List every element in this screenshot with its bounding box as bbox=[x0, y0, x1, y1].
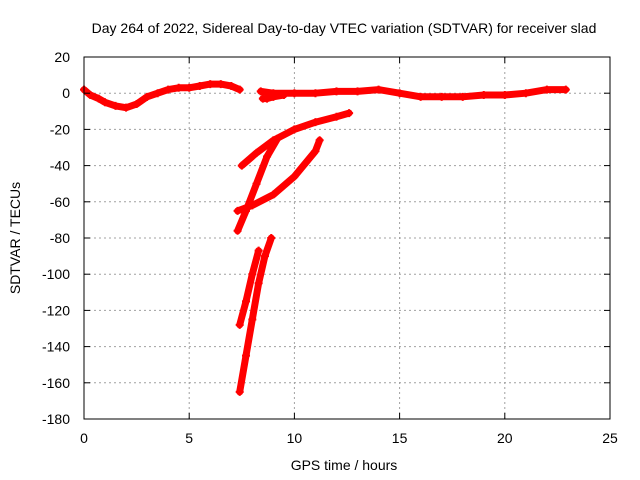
y-tick-label: -180 bbox=[42, 411, 70, 427]
data-point bbox=[458, 92, 467, 101]
data-point bbox=[500, 91, 509, 100]
y-tick-label: -100 bbox=[42, 266, 70, 282]
series-arc-steep-a bbox=[233, 134, 282, 235]
data-point bbox=[437, 92, 446, 101]
data-point bbox=[143, 92, 152, 101]
data-point bbox=[242, 351, 251, 360]
data-point bbox=[206, 80, 215, 89]
data-point bbox=[542, 85, 551, 94]
data-point bbox=[290, 89, 299, 98]
data-point bbox=[273, 134, 282, 143]
data-point bbox=[235, 320, 244, 329]
chart-title: Day 264 of 2022, Sidereal Day-to-day VTE… bbox=[92, 20, 597, 36]
data-point bbox=[235, 387, 244, 396]
y-tick-label: -60 bbox=[50, 194, 70, 210]
data-point bbox=[252, 179, 261, 188]
data-series bbox=[80, 80, 570, 396]
grid bbox=[84, 57, 610, 419]
series-line bbox=[236, 234, 275, 396]
data-point bbox=[263, 152, 272, 161]
y-tick-labels: 20 0 -20 -40 -60 -80 -100 -120 -140 -160 -180 bbox=[42, 49, 70, 427]
data-point bbox=[242, 206, 251, 215]
data-point bbox=[311, 147, 320, 156]
data-point bbox=[132, 100, 141, 109]
data-point bbox=[233, 206, 242, 215]
series-arc-steep-c bbox=[235, 234, 276, 396]
data-point bbox=[345, 109, 354, 118]
data-point bbox=[374, 85, 383, 94]
x-tick-label: 20 bbox=[497, 430, 513, 446]
data-point bbox=[479, 91, 488, 100]
data-point bbox=[252, 148, 261, 157]
y-tick-label: 20 bbox=[54, 49, 70, 65]
data-point bbox=[269, 92, 278, 101]
series-arc-main-early bbox=[80, 80, 244, 112]
data-point bbox=[101, 98, 110, 107]
y-tick-label: -80 bbox=[50, 230, 70, 246]
data-point bbox=[416, 92, 425, 101]
data-point bbox=[248, 315, 257, 324]
data-point bbox=[248, 270, 257, 279]
data-point bbox=[263, 94, 272, 103]
data-point bbox=[164, 85, 173, 94]
y-tick-label: -40 bbox=[50, 158, 70, 174]
series-arc-main-late bbox=[256, 85, 570, 101]
x-tick-label: 5 bbox=[185, 430, 193, 446]
x-tick-label: 25 bbox=[602, 430, 618, 446]
data-point bbox=[122, 103, 131, 112]
series-arc-dip-1 bbox=[258, 91, 288, 103]
data-point bbox=[153, 89, 162, 98]
data-point bbox=[311, 118, 320, 127]
series-arc-steep-b bbox=[235, 246, 263, 329]
data-point bbox=[521, 89, 530, 98]
data-point bbox=[235, 85, 244, 94]
data-point bbox=[260, 252, 269, 261]
data-point bbox=[233, 226, 242, 235]
data-point bbox=[242, 297, 251, 306]
data-point bbox=[94, 94, 103, 103]
x-tick-label: 10 bbox=[287, 430, 303, 446]
data-point bbox=[216, 80, 225, 89]
data-point bbox=[174, 83, 183, 92]
x-tick-label: 15 bbox=[392, 430, 408, 446]
data-point bbox=[269, 190, 278, 199]
data-point bbox=[315, 136, 324, 145]
x-axis-label: GPS time / hours bbox=[291, 457, 398, 473]
y-axis-label: SDTVAR / TECUs bbox=[7, 182, 23, 294]
series-line bbox=[257, 86, 570, 101]
axis-ticks bbox=[83, 56, 611, 420]
data-point bbox=[86, 91, 95, 100]
x-tick-labels: 0 5 10 15 20 25 bbox=[80, 430, 618, 446]
data-point bbox=[254, 279, 263, 288]
y-tick-label: -140 bbox=[42, 339, 70, 355]
data-point bbox=[332, 112, 341, 121]
series-line bbox=[236, 247, 263, 329]
series-line bbox=[80, 80, 244, 112]
y-tick-label: 0 bbox=[62, 85, 70, 101]
data-point bbox=[279, 91, 288, 100]
data-point bbox=[395, 89, 404, 98]
data-point bbox=[227, 81, 236, 90]
data-point bbox=[254, 246, 263, 255]
data-point bbox=[353, 87, 362, 96]
data-point bbox=[237, 161, 246, 170]
y-tick-label: -120 bbox=[42, 302, 70, 318]
series-line bbox=[238, 109, 353, 170]
y-tick-label: -160 bbox=[42, 375, 70, 391]
y-tick-label: -20 bbox=[50, 121, 70, 137]
data-point bbox=[290, 125, 299, 134]
x-tick-label: 0 bbox=[80, 430, 88, 446]
data-point bbox=[332, 87, 341, 96]
data-point bbox=[311, 89, 320, 98]
data-point bbox=[185, 83, 194, 92]
data-point bbox=[195, 81, 204, 90]
data-point bbox=[561, 85, 570, 94]
data-point bbox=[267, 234, 276, 242]
data-point bbox=[111, 101, 120, 110]
data-point bbox=[256, 87, 265, 96]
data-point bbox=[290, 172, 299, 181]
series-arc-curve-a bbox=[237, 109, 354, 170]
